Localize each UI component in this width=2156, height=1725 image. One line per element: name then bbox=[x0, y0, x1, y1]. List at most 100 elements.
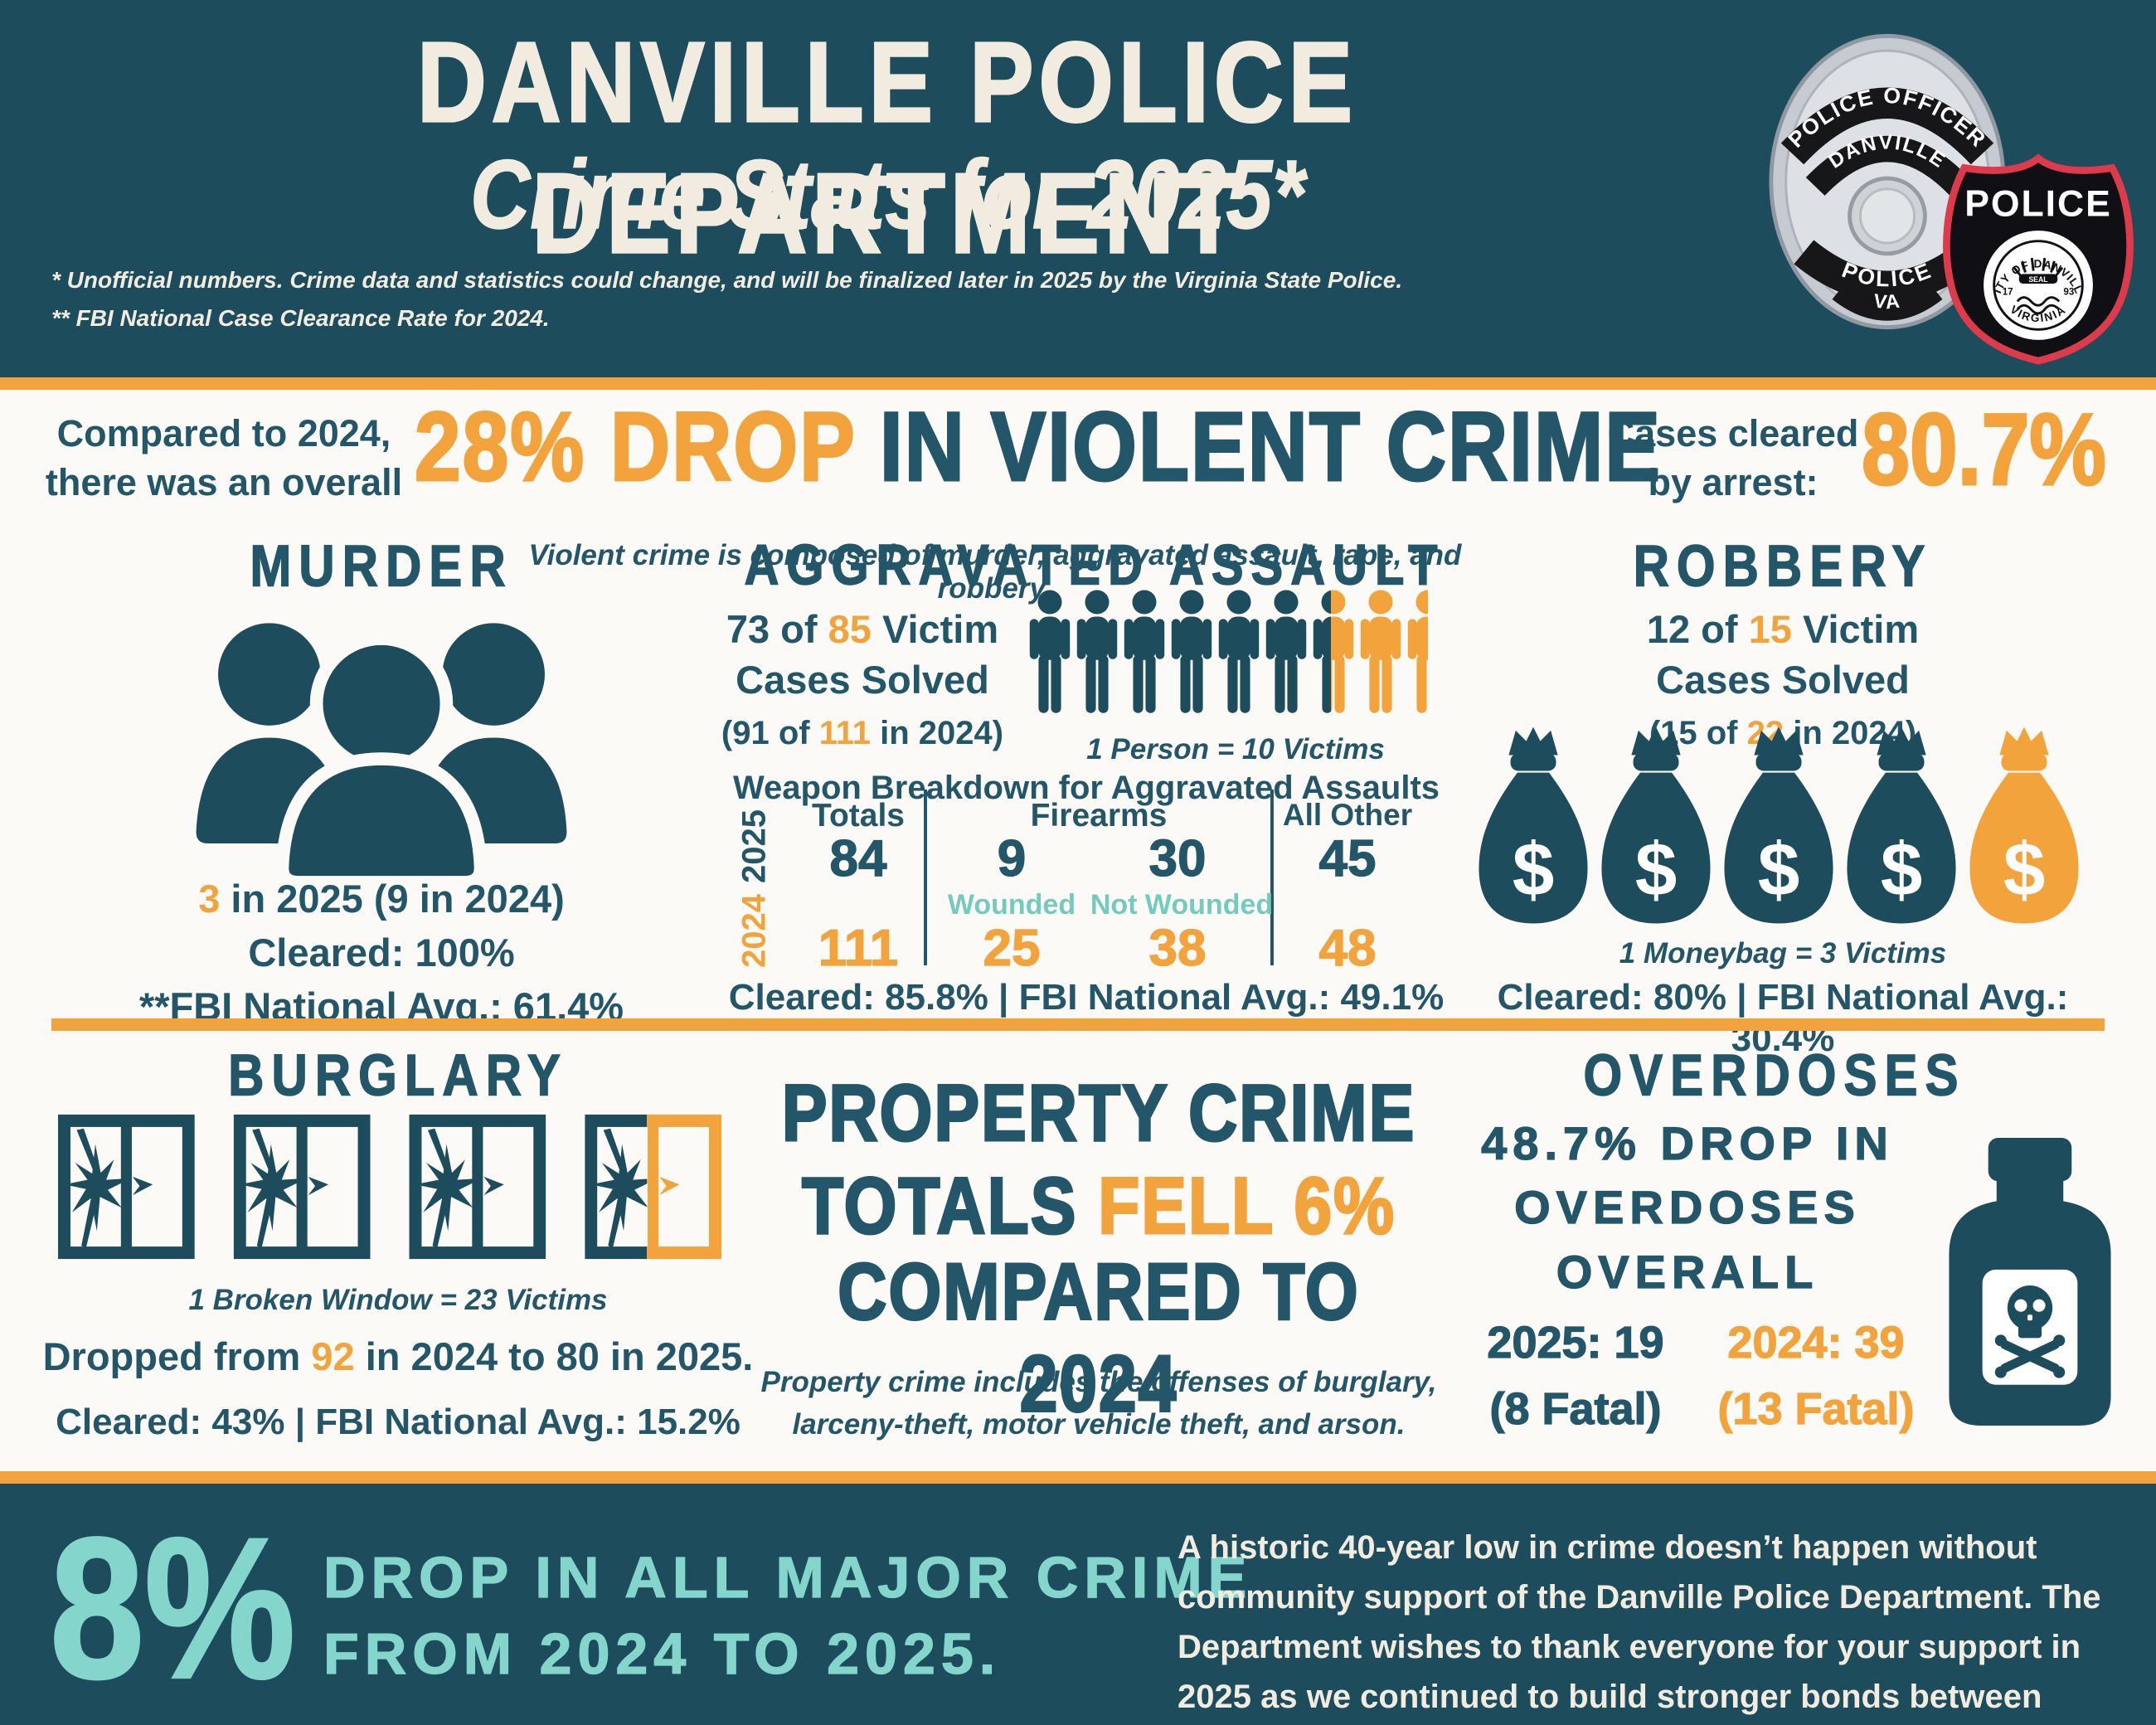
assault-solved: 73 of 85 Victim Cases Solved (91 of 111 … bbox=[717, 604, 1008, 755]
footnote-1: * Unofficial numbers. Crime data and sta… bbox=[51, 267, 1403, 293]
violent-headline-rest: IN VIOLENT CRIME bbox=[879, 391, 1662, 503]
burglary-2024-count: 92 bbox=[311, 1334, 355, 1378]
patch-seal-center-text: SEAL bbox=[2028, 275, 2048, 284]
middle-divider-bar bbox=[51, 1018, 2105, 1031]
assault-solved-count: 85 bbox=[828, 607, 872, 651]
person-pictogram-row bbox=[1029, 590, 1428, 713]
not-wounded-label: Not Wounded bbox=[1090, 889, 1274, 921]
footer-divider-bar bbox=[0, 1471, 2156, 1484]
footer-headline-line2: FROM 2024 TO 2025. bbox=[323, 1621, 1002, 1687]
violent-lead-line2: there was an overall bbox=[45, 460, 403, 503]
overdoses-headline-line3: OVERALL bbox=[1556, 1245, 1819, 1298]
burglary-drop-post: in 2024 to 80 in 2025. bbox=[354, 1334, 754, 1378]
violent-lead: Compared to 2024, there was an overall bbox=[41, 410, 406, 507]
cases-cleared-value-wrap: 80.7% bbox=[1861, 392, 2107, 508]
murder-section-title-wrap: MURDER bbox=[133, 532, 630, 600]
assault-prev-post: in 2024) bbox=[871, 715, 1004, 752]
murder-stats: 3 in 2025 (9 in 2024) Cleared: 100% **FB… bbox=[83, 872, 680, 1034]
table-divider-2 bbox=[1270, 790, 1274, 965]
robbery-solved-pre: 12 of bbox=[1646, 607, 1749, 651]
property-subtext: Property crime includes the offenses of … bbox=[750, 1362, 1447, 1446]
overdoses-2025-fatal: (8 Fatal) bbox=[1489, 1383, 1662, 1434]
overdoses-2025-count: 2025: 19 bbox=[1487, 1317, 1664, 1368]
violent-subtext: Violent crime is composed of murder, agg… bbox=[528, 539, 1462, 605]
footer-headline-line1: DROP IN ALL MAJOR CRIME bbox=[323, 1544, 1253, 1610]
assault-solved-pre: 73 of bbox=[726, 607, 828, 651]
city-of-danville-patch-icon: POLICE CITY OF DANVILLE VIRGINIA SEAL 17… bbox=[1934, 151, 2134, 365]
footer-band bbox=[0, 1484, 2156, 1725]
property-line2-highlight: FELL 6% bbox=[1097, 1160, 1396, 1251]
murder-cleared: Cleared: 100% bbox=[248, 930, 515, 974]
cases-cleared-line1: Cases cleared bbox=[1607, 412, 1859, 454]
overdoses-title: OVERDOSES bbox=[1583, 1042, 1966, 1109]
assault-prev-year: (91 of 111 in 2024) bbox=[717, 712, 1008, 755]
burglary-drop-pre: Dropped from bbox=[42, 1334, 312, 1378]
moneybag-row bbox=[1479, 726, 2079, 924]
footer-stat: 8% bbox=[49, 1495, 297, 1722]
assault-solved-post: Victim bbox=[871, 607, 999, 651]
murder-line1-rest: in 2025 (9 in 2024) bbox=[220, 877, 565, 921]
robbery-solved-line2: Cases Solved bbox=[1656, 658, 1910, 702]
property-line2-wrap: TOTALS FELL 6% bbox=[750, 1160, 1447, 1251]
broken-window-row bbox=[58, 1110, 721, 1267]
patch-label: POLICE bbox=[1964, 184, 2112, 225]
cell-2024-other: 48 bbox=[1318, 919, 1377, 977]
murder-2025-count: 3 bbox=[198, 877, 221, 921]
robbery-solved-post: Victim bbox=[1791, 607, 1920, 651]
property-sub-line2: larceny-theft, motor vehicle theft, and … bbox=[792, 1407, 1406, 1441]
page-subtitle-wrap: Crime Stats for 2025* bbox=[58, 139, 1717, 250]
cases-cleared-value: 80.7% bbox=[1861, 392, 2107, 508]
cases-cleared-label: Cases cleared by arrest: bbox=[1596, 410, 1870, 507]
assault-prev-pre: (91 of bbox=[721, 715, 819, 752]
patch-year-right: 93 bbox=[2063, 287, 2074, 298]
property-line2-pre: TOTALS bbox=[801, 1160, 1099, 1251]
robbery-solved-line1: 12 of 15 Victim bbox=[1534, 604, 2032, 654]
row-label-2024: 2024 bbox=[736, 894, 773, 968]
top-divider-bar bbox=[0, 377, 2156, 390]
col-header-firearms: Firearms bbox=[1030, 798, 1168, 833]
burglary-cleared: Cleared: 43% | FBI National Avg.: 15.2% bbox=[56, 1402, 741, 1442]
robbery-title: ROBBERY bbox=[1633, 532, 1933, 600]
page-title: DANVILLE POLICE DEPARTMENT bbox=[416, 17, 1358, 279]
murder-line1: 3 in 2025 (9 in 2024) bbox=[83, 872, 680, 926]
overdoses-headline-line1: 48.7% DROP IN bbox=[1481, 1116, 1894, 1169]
murder-title: MURDER bbox=[250, 532, 513, 600]
violent-headline: 28% DROP IN VIOLENT CRIME bbox=[414, 391, 1662, 503]
robbery-cleared: Cleared: 80% | FBI National Avg.: 30.4% bbox=[1497, 977, 2069, 1059]
overdoses-headline: 48.7% DROP IN OVERDOSES OVERALL bbox=[1447, 1111, 1928, 1304]
cell-2025-total: 84 bbox=[829, 829, 887, 887]
robbery-section-title-wrap: ROBBERY bbox=[1509, 532, 2056, 600]
property-line1: PROPERTY CRIME bbox=[780, 1067, 1416, 1159]
assault-prev-count: 111 bbox=[818, 715, 872, 752]
property-line1-wrap: PROPERTY CRIME bbox=[750, 1067, 1447, 1159]
burglary-legend: 1 Broken Window = 23 Victims bbox=[188, 1284, 608, 1316]
page-title-wrap: DANVILLE POLICE DEPARTMENT bbox=[58, 17, 1717, 279]
assault-title: AGGRAVATED ASSAULT bbox=[744, 532, 1445, 597]
footnote-2: ** FBI National Case Clearance Rate for … bbox=[51, 305, 550, 331]
cell-2025-not-wounded: 30 bbox=[1148, 829, 1207, 887]
wounded-label: Wounded bbox=[947, 889, 1076, 921]
page-subtitle: Crime Stats for 2025* bbox=[469, 139, 1304, 250]
assault-solved-line1: 73 of 85 Victim bbox=[717, 604, 1008, 654]
overdoses-2024-fatal: (13 Fatal) bbox=[1717, 1383, 1915, 1434]
assault-cleared: Cleared: 85.8% | FBI National Avg.: 49.1… bbox=[728, 977, 1445, 1018]
violent-lead-line1: Compared to 2024, bbox=[56, 412, 391, 454]
cell-2025-wounded: 9 bbox=[997, 829, 1027, 887]
badge-banner2-text: VA bbox=[1872, 290, 1901, 313]
cases-cleared-line2: by arrest: bbox=[1648, 460, 1819, 503]
assault-section-title-wrap: AGGRAVATED ASSAULT bbox=[738, 532, 1451, 597]
assault-table-title: Weapon Breakdown for Aggravated Assaults bbox=[732, 770, 1440, 806]
assault-legend: 1 Person = 10 Victims bbox=[1086, 733, 1385, 765]
footer-message: A historic 40-year low in crime doesn’t … bbox=[1178, 1529, 2101, 1715]
robbery-legend: 1 Moneybag = 3 Victims bbox=[1619, 937, 1947, 969]
poison-bottle-skull-icon bbox=[1949, 1138, 2111, 1426]
cell-2024-total: 111 bbox=[818, 919, 899, 977]
footer-stat-wrap: 8% bbox=[49, 1495, 297, 1722]
property-sub-line1: Property crime includes the offenses of … bbox=[760, 1366, 1437, 1398]
svg-text:VA: VA bbox=[1872, 290, 1902, 313]
overdoses-section-title-wrap: OVERDOSES bbox=[1526, 1042, 2023, 1109]
patch-year-left: 17 bbox=[2003, 287, 2013, 298]
burglary-section-title-wrap: BURGLARY bbox=[149, 1042, 647, 1109]
people-group-icon bbox=[196, 623, 567, 889]
